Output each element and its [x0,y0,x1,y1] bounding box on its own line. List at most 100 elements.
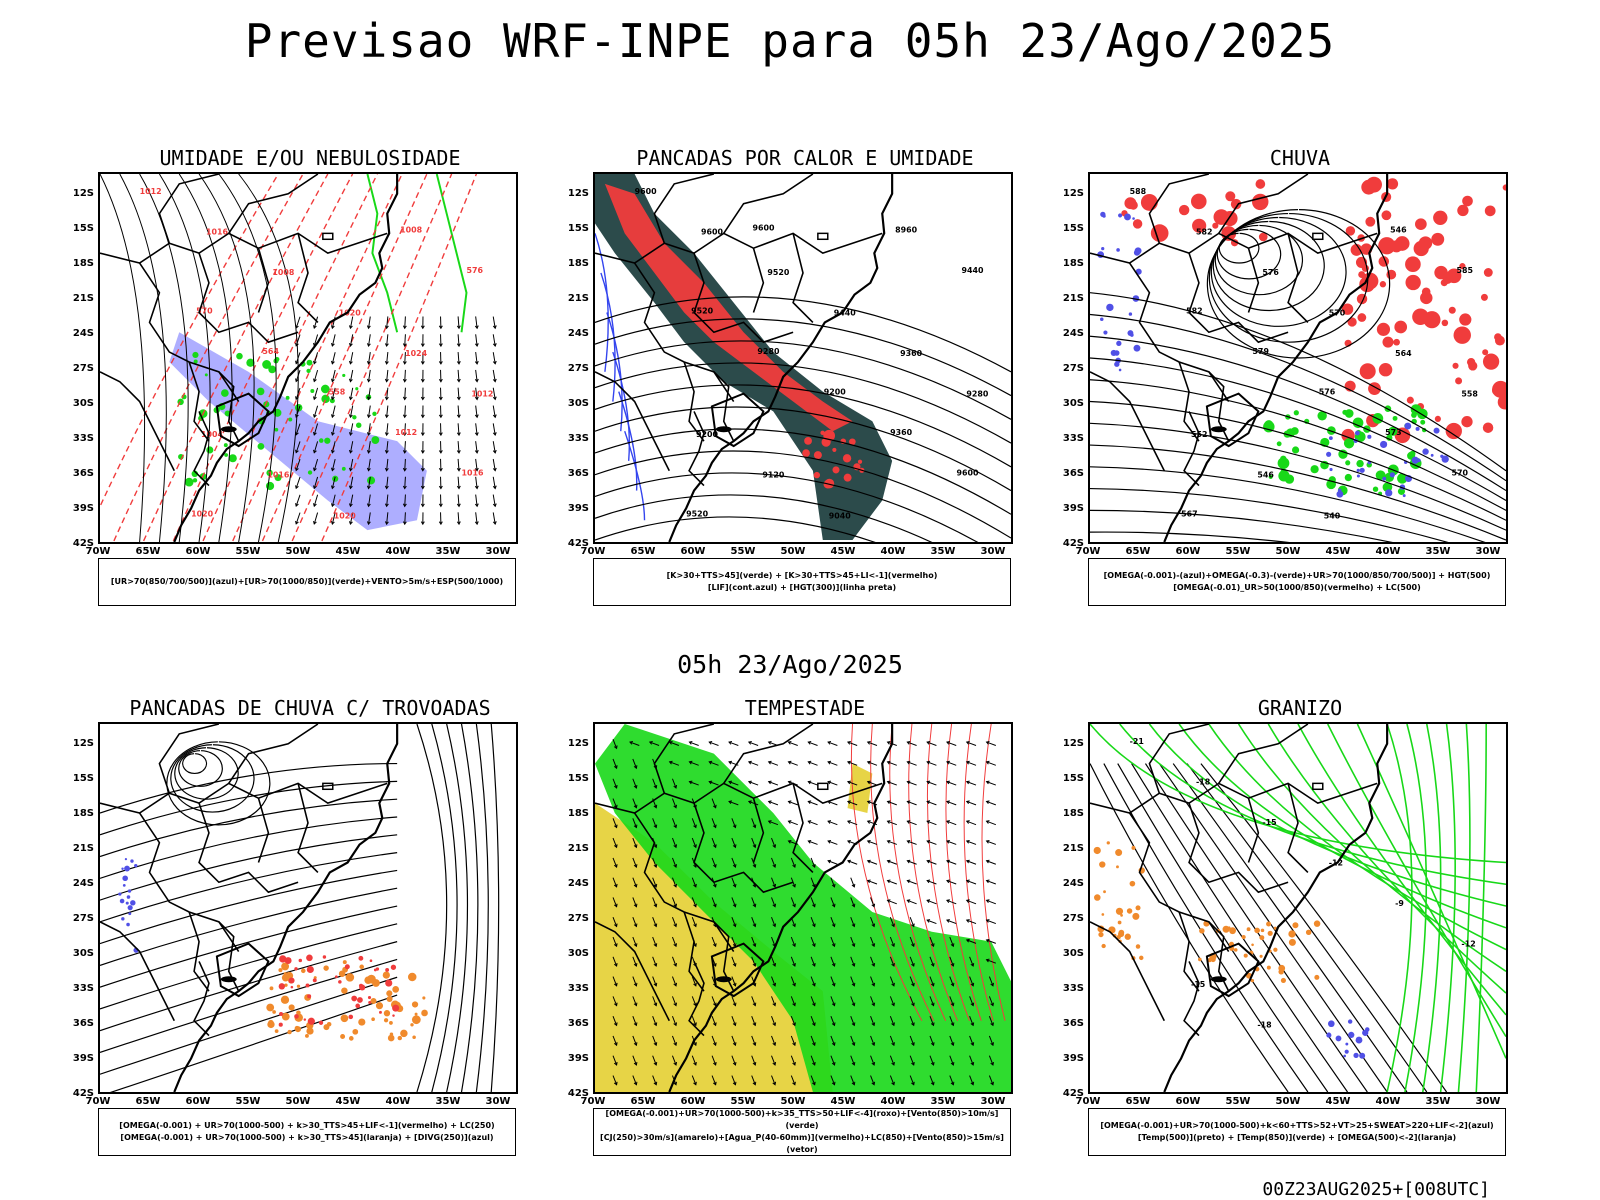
contour-label: 570 [196,306,213,315]
temp850-contour [1237,724,1506,972]
wind-vector [652,996,658,1007]
wind-vector [295,512,301,525]
thunder-orange-patch [266,1003,275,1012]
omega500-orange-patch [1266,921,1272,927]
rain-red-patch [1502,184,1506,191]
lon-tick-label: 70W [1075,1096,1101,1107]
hgt300-contour [595,340,1011,420]
wind-vector [906,839,917,845]
wind-vector [969,996,975,1007]
pressure-isobar [119,174,167,542]
omega500-orange-patch [1280,977,1287,983]
omega500-orange-patch [1108,926,1116,934]
wind-vector [850,1035,856,1047]
political-border [1218,724,1309,784]
wind-vector [988,996,994,1007]
legend-line: [OMEGA(-0.001)+UR>70(1000-500)+k<60+TTS>… [1100,1121,1494,1130]
omega500-orange-patch [1288,930,1296,938]
lat-tick-label: 24S [567,878,589,889]
thunder-orange-patch [389,1021,393,1025]
green-humidity-patch [367,476,376,485]
wind-vector [965,741,977,746]
thunder-orange-patch [411,1015,421,1025]
wind-vector [420,512,425,526]
green-humidity-patch [204,373,208,377]
wind-vector [632,758,638,770]
wind-vector [612,1075,618,1086]
wind-vector [708,741,719,746]
lon-tick-label: 35W [435,546,461,557]
rain-blue-patch [1100,317,1104,321]
rain-red-patch [1365,216,1376,227]
wind-vector [790,976,796,987]
thunder-red-patch [294,967,298,971]
wind-vector [295,352,301,365]
contour-label: 1024 [405,349,428,358]
lat-tick-label: 24S [1062,878,1084,889]
wind-vector [946,839,957,845]
wind-vector [850,897,856,908]
thunder-red-patch [334,975,338,979]
rain-red-patch [1448,306,1456,314]
streamline [475,724,489,1092]
thunder-red-patch [322,955,327,959]
green-humidity-patch [192,351,199,359]
streamline [490,724,500,1092]
wind-vector [652,1035,658,1047]
thunder-orange-patch [342,960,347,965]
streamline [170,744,255,813]
streamline [431,724,458,1092]
wind-vector [790,1075,796,1086]
lake-outline [322,232,334,241]
political-border [723,174,814,234]
hgt500-contour [1090,313,1506,482]
lat-tick-label: 15S [72,223,94,234]
political-border [297,783,319,873]
wind-vector [474,316,479,330]
omega500-orange-patch [1259,935,1265,941]
wind-vector [830,1055,836,1066]
wind-vector [731,877,737,888]
wind-vector [438,441,443,454]
wind-vector [671,1015,678,1027]
wind-vector [456,334,461,348]
lat-tick-label: 39S [1062,1053,1084,1064]
rain-red-patch [1350,244,1363,256]
rain-red-patch [1434,415,1441,422]
green-humidity-patch [321,394,330,404]
omega500-orange-patch [1250,978,1255,983]
thunder-red-patch [385,979,393,987]
lon-tick-label: 60W [1175,1096,1201,1107]
green-humidity-patch [257,442,265,450]
wind-vector [691,1055,697,1066]
wind-vector [366,458,371,472]
wind-vector [747,800,759,806]
divg-blue-patch [118,892,122,896]
lc850-contour [981,724,1006,1021]
wind-vector [711,1075,717,1086]
rain-green-patch [1263,420,1275,433]
contour-label: 558 [329,388,346,397]
temp850-contour [1422,724,1442,1092]
contour-label: 9520 [691,306,714,315]
wind-vector [807,820,818,826]
contour-label: 1008 [400,225,423,234]
hgt300-contour [595,516,876,542]
lat-tick-label: 15S [1062,773,1084,784]
wind-vector [985,938,997,944]
coastline [1163,724,1389,1092]
forecast-map [593,722,1013,1094]
hail-blue-patch [1359,1052,1366,1059]
political-border [653,724,715,794]
rain-red-patch [1413,240,1429,257]
wind-vector [751,818,757,829]
contour-label: 1004 [201,430,224,439]
streamline [100,798,398,858]
rain-green-patch [1397,473,1408,484]
wind-vector [965,780,977,786]
lagoon [220,426,237,433]
lon-tick-label: 55W [235,546,261,557]
streamline [100,958,398,1053]
coastline [668,174,894,542]
thunder-orange-patch [281,1012,290,1021]
